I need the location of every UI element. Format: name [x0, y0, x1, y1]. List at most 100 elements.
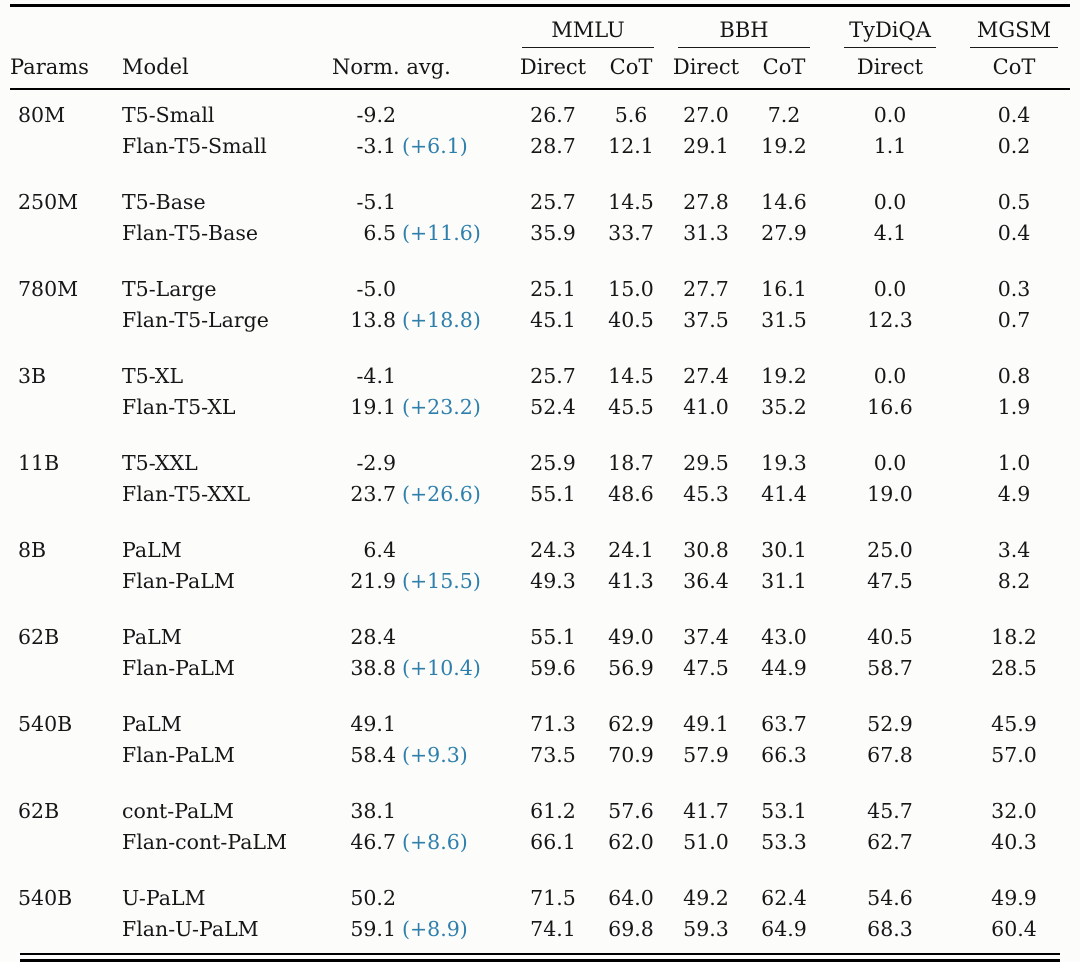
mmlu-cot-cell: 69.8 — [608, 916, 654, 941]
norm-avg-cell: 21.9 (+15.5) — [332, 565, 510, 596]
group-gap-row — [10, 683, 1070, 708]
table-row: Flan-T5-Base 6.5 (+11.6) 35.9 33.7 31.3 27.9 4.… — [10, 217, 1070, 248]
mmlu-cot-cell: 48.6 — [608, 481, 654, 506]
norm-avg-cell: 46.7 (+8.6) — [332, 826, 510, 857]
bbh-direct-cell: 29.1 — [683, 133, 729, 158]
header-mmlu-direct: Direct — [510, 48, 596, 90]
empty-header-cell — [10, 6, 122, 49]
group-header-mgsm: MGSM — [958, 6, 1070, 48]
header-model: Model — [122, 48, 332, 90]
mgsm-cot-cell: 1.9 — [997, 394, 1031, 419]
params-cell: 62B — [18, 798, 60, 823]
norm-avg-cell: 19.1 (+23.2) — [332, 391, 510, 422]
bbh-cot-cell: 66.3 — [761, 742, 807, 767]
tydiqa-direct-cell: 1.1 — [873, 133, 907, 158]
model-cell: PaLM — [122, 537, 182, 562]
bbh-cot-cell: 27.9 — [761, 220, 807, 245]
mmlu-direct-cell: 61.2 — [530, 798, 576, 823]
group-gap-cell — [10, 422, 1070, 447]
header-norm-avg: Norm. avg. — [332, 48, 510, 90]
tydiqa-direct-cell: 45.7 — [867, 798, 913, 823]
bbh-direct-cell: 37.5 — [683, 307, 729, 332]
model-cell: U-PaLM — [122, 885, 206, 910]
mmlu-cot-cell: 49.0 — [608, 624, 654, 649]
bbh-direct-cell: 36.4 — [683, 568, 729, 593]
bbh-cot-cell: 19.3 — [761, 450, 807, 475]
params-cell: 780M — [18, 276, 79, 301]
table-row: 780M T5-Large -5.0 25.1 15.0 27.7 16.1 0.0 0.3 — [10, 273, 1070, 304]
bbh-direct-cell: 30.8 — [683, 537, 729, 562]
mgsm-cot-cell: 0.5 — [997, 189, 1031, 214]
mmlu-cot-cell: 14.5 — [608, 189, 654, 214]
params-cell — [10, 391, 122, 422]
norm-avg-value: 23.7 — [350, 481, 396, 506]
mgsm-cot-cell: 4.9 — [997, 481, 1031, 506]
table-bottom-rule — [20, 953, 1060, 962]
column-header-row: Params Model Norm. avg. Direct CoT Direc… — [10, 48, 1070, 90]
params-cell: 250M — [18, 189, 79, 214]
tydiqa-direct-cell: 58.7 — [867, 655, 913, 680]
group-gap-row — [10, 335, 1070, 360]
table-row: Flan-T5-Large 13.8 (+18.8) 45.1 40.5 37.5 31.5… — [10, 304, 1070, 335]
bbh-direct-cell: 47.5 — [683, 655, 729, 680]
mgsm-cot-cell: 57.0 — [991, 742, 1037, 767]
bbh-cot-cell: 7.2 — [767, 102, 801, 127]
params-cell — [10, 217, 122, 248]
mmlu-direct-cell: 73.5 — [530, 742, 576, 767]
norm-avg-value: -5.0 — [356, 276, 396, 301]
mgsm-cot-cell: 0.4 — [997, 102, 1031, 127]
group-gap-cell — [10, 770, 1070, 795]
bbh-cot-cell: 14.6 — [761, 189, 807, 214]
group-label-mgsm: MGSM — [970, 18, 1058, 48]
tydiqa-direct-cell: 16.6 — [867, 394, 913, 419]
group-gap-row — [10, 770, 1070, 795]
mgsm-cot-cell: 60.4 — [991, 916, 1037, 941]
model-cell: Flan-T5-Small — [122, 133, 267, 158]
tydiqa-direct-cell: 25.0 — [867, 537, 913, 562]
table-row: 62B cont-PaLM 38.1 61.2 57.6 41.7 53.1 45.7 32.0 — [10, 795, 1070, 826]
mmlu-direct-cell: 28.7 — [530, 133, 576, 158]
table-row: Flan-cont-PaLM 46.7 (+8.6) 66.1 62.0 51.0 53.3… — [10, 826, 1070, 857]
table-row: 11B T5-XXL -2.9 25.9 18.7 29.5 19.3 0.0 1.0 — [10, 447, 1070, 478]
tydiqa-direct-cell: 12.3 — [867, 307, 913, 332]
bbh-cot-cell: 31.5 — [761, 307, 807, 332]
mmlu-direct-cell: 55.1 — [530, 624, 576, 649]
bbh-cot-cell: 63.7 — [761, 711, 807, 736]
header-bbh-cot: CoT — [746, 48, 822, 90]
params-cell — [10, 304, 122, 335]
table-row: 62B PaLM 28.4 55.1 49.0 37.4 43.0 40.5 18.2 — [10, 621, 1070, 652]
mmlu-direct-cell: 71.5 — [530, 885, 576, 910]
bbh-cot-cell: 16.1 — [761, 276, 807, 301]
mgsm-cot-cell: 0.7 — [997, 307, 1031, 332]
header-mgsm-cot: CoT — [958, 48, 1070, 90]
table-row: Flan-PaLM 58.4 (+9.3) 73.5 70.9 57.9 66.3 67.8 5… — [10, 739, 1070, 770]
params-cell: 11B — [18, 450, 60, 475]
model-cell: PaLM — [122, 624, 182, 649]
bbh-direct-cell: 27.7 — [683, 276, 729, 301]
mmlu-cot-cell: 64.0 — [608, 885, 654, 910]
table-row: 3B T5-XL -4.1 25.7 14.5 27.4 19.2 0.0 0.8 — [10, 360, 1070, 391]
mmlu-direct-cell: 59.6 — [530, 655, 576, 680]
header-mmlu-cot: CoT — [596, 48, 666, 90]
mgsm-cot-cell: 40.3 — [991, 829, 1037, 854]
norm-avg-cell: 58.4 (+9.3) — [332, 739, 510, 770]
model-cell: Flan-U-PaLM — [122, 916, 259, 941]
norm-avg-value: 21.9 — [350, 568, 396, 593]
mmlu-cot-cell: 45.5 — [608, 394, 654, 419]
bbh-direct-cell: 29.5 — [683, 450, 729, 475]
bbh-direct-cell: 27.8 — [683, 189, 729, 214]
params-cell: 540B — [18, 711, 73, 736]
bbh-cot-cell: 41.4 — [761, 481, 807, 506]
group-gap-row — [10, 857, 1070, 882]
bbh-direct-cell: 27.4 — [683, 363, 729, 388]
mmlu-cot-cell: 56.9 — [608, 655, 654, 680]
norm-avg-value: 50.2 — [350, 885, 396, 910]
params-cell — [10, 478, 122, 509]
params-cell — [10, 826, 122, 857]
bbh-direct-cell: 51.0 — [683, 829, 729, 854]
tydiqa-direct-cell: 0.0 — [873, 450, 907, 475]
model-cell: Flan-T5-XXL — [122, 481, 251, 506]
group-gap-row — [10, 248, 1070, 273]
mmlu-direct-cell: 49.3 — [530, 568, 576, 593]
model-cell: T5-XXL — [122, 450, 198, 475]
